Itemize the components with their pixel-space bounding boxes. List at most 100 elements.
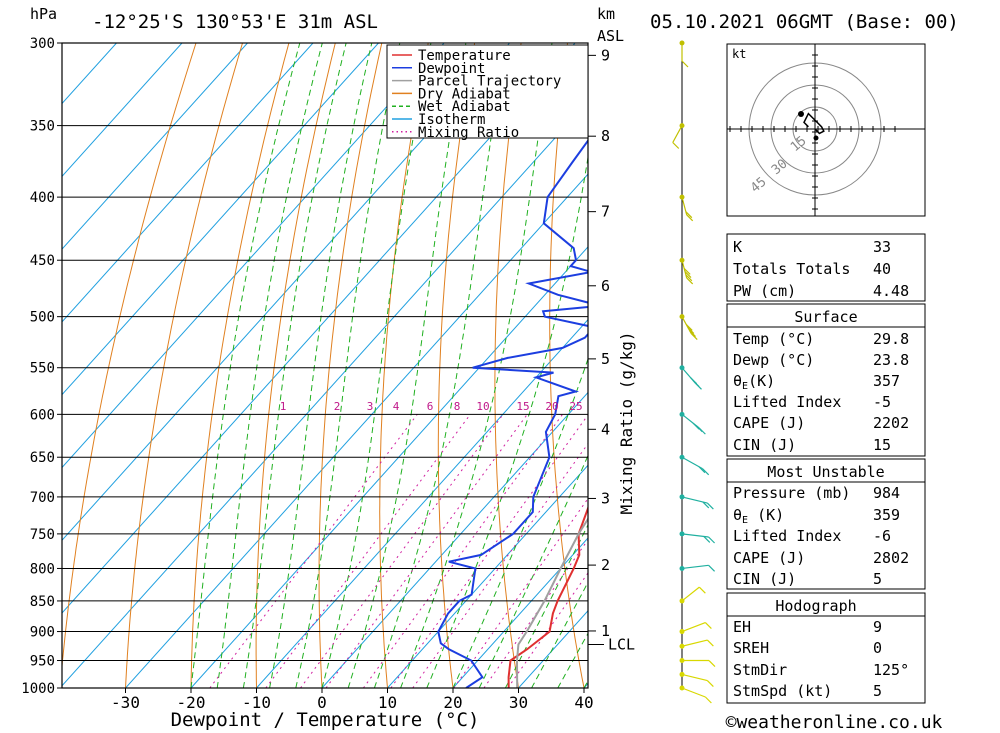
km-tick-label: 5: [601, 350, 610, 368]
dry-adiabat-line: [125, 43, 243, 688]
isotherm-line: [62, 100, 588, 687]
x-axis-label: Dewpoint / Temperature (°C): [171, 709, 480, 731]
legend-entry-label: Parcel Trajectory: [418, 74, 561, 90]
wet-adiabat-line: [504, 523, 588, 688]
mixing-ratio-line: [300, 414, 504, 688]
wind-barb-staff: [672, 125, 683, 143]
asl-unit-label: ASL: [597, 27, 624, 45]
skewt-axes: 3003504004505005506006507007508008509009…: [21, 36, 635, 712]
mixing-ratio-label: 15: [516, 400, 529, 413]
pressure-tick-label: 950: [30, 654, 55, 670]
wind-barb-flag: [672, 142, 680, 149]
mixing-ratio-line: [390, 414, 588, 688]
isotherm-line: [62, 43, 445, 469]
pressure-tick-label: 550: [30, 361, 55, 377]
wind-barb-flag: [698, 586, 706, 594]
wind-barb-flag: [681, 60, 689, 68]
pressure-tick-label: 850: [30, 594, 55, 610]
wind-barb-flag: [708, 660, 716, 667]
wind-barb-flag: [698, 466, 706, 474]
pressure-tick-label: 600: [30, 407, 55, 423]
temperature-tick-label: 10: [378, 693, 397, 712]
mu-thetae-value: 359: [873, 506, 900, 524]
hodograph-marker: [813, 135, 819, 141]
wind-barb-flag: [704, 696, 712, 704]
dry-adiabat-line: [654, 43, 715, 688]
wind-barb-column: [672, 40, 716, 704]
mixing-ratio-line: [265, 414, 471, 688]
wind-barb-dot: [679, 123, 685, 129]
surface-cin-label: CIN (J): [733, 436, 796, 454]
mixing-ratio-line: [483, 538, 588, 688]
surface-table: Surface Temp (°C) 29.8 Dewp (°C) 23.8 θE…: [726, 303, 926, 457]
wind-barb-staff: [681, 564, 709, 570]
mixing-ratio-label: 6: [427, 400, 434, 413]
most-unstable-table: Most Unstable Pressure (mb) 984 θE (K) 3…: [726, 458, 926, 590]
stmdir-value: 125°: [873, 661, 909, 679]
km-tick-label: 4: [601, 420, 610, 438]
mu-li-label: Lifted Index: [733, 527, 841, 545]
mixing-ratio-label: 8: [454, 400, 461, 413]
mixing-ratio-line: [412, 442, 588, 688]
stmspd-value: 5: [873, 682, 882, 700]
dry-adiabat-line: [62, 43, 197, 672]
temperature-tick-label: -30: [111, 693, 140, 712]
mixing-ratio-line: [325, 414, 528, 688]
mu-li-value: -6: [873, 527, 891, 545]
pw-label: PW (cm): [733, 282, 796, 300]
mu-pressure-label: Pressure (mb): [733, 484, 850, 502]
dry-adiabat-line: [549, 43, 585, 688]
temperature-tick-label: 40: [574, 693, 593, 712]
legend-entry-label: Mixing Ratio: [418, 125, 519, 141]
surface-dewp-label: Dewp (°C): [733, 351, 814, 369]
legend-entry-label: Dewpoint: [418, 61, 485, 77]
wind-barb-flag: [685, 211, 693, 219]
isotherm-line: [387, 464, 588, 688]
legend-entry-label: Dry Adiabat: [418, 86, 511, 102]
pressure-tick-label: 350: [30, 119, 55, 135]
km-tick-label: 6: [601, 277, 610, 295]
wind-barb-flag: [703, 536, 711, 543]
hodograph-unit-label: kt: [732, 47, 746, 61]
wind-barb-flag: [708, 536, 716, 544]
dry-adiabat-line: [985, 43, 1000, 688]
stmspd-label: StmSpd (kt): [733, 682, 832, 700]
wind-barb-flag: [686, 277, 694, 285]
eh-label: EH: [733, 618, 751, 636]
lcl-label: LCL: [608, 635, 635, 653]
isotherm-line: [62, 43, 248, 250]
mixing-ratio-label: 20: [545, 400, 558, 413]
wet-adiabat-line: [426, 154, 588, 688]
forecast-datetime: 05.10.2021 06GMT (Base: 00): [650, 11, 959, 33]
wind-barb-staff: [681, 586, 700, 602]
wind-barb-staff: [681, 621, 706, 633]
hpa-unit-label: hPa: [30, 5, 57, 23]
hodograph-marker: [798, 111, 804, 117]
wind-barb-flag: [704, 622, 712, 629]
wind-barb-flag: [690, 377, 698, 385]
pressure-tick-label: 300: [30, 36, 55, 52]
wind-barb-flag: [687, 327, 695, 334]
pressure-tick-label: 700: [30, 490, 55, 506]
wet-adiabat-line: [295, 43, 401, 688]
wind-barb-flag: [706, 680, 714, 688]
mu-cape-label: CAPE (J): [733, 549, 805, 567]
mu-cin-value: 5: [873, 570, 882, 588]
hodograph-table: Hodograph EH 9 SREH 0 StmDir 125° StmSpd…: [726, 592, 926, 704]
isotherm-line: [125, 173, 588, 688]
wind-barb-flag: [689, 330, 696, 337]
mixing-ratio-line: [507, 572, 588, 688]
wind-barb-flag: [706, 502, 714, 510]
mu-cape-value: 2802: [873, 549, 909, 567]
pw-value: 4.48: [873, 282, 909, 300]
mixing-ratio-axis-label: Mixing Ratio (g/kg): [617, 331, 636, 514]
surface-title: Surface: [794, 308, 857, 326]
sreh-label: SREH: [733, 639, 769, 657]
temperature-tick-label: -10: [242, 693, 271, 712]
sreh-value: 0: [873, 639, 882, 657]
surface-temp-value: 29.8: [873, 330, 909, 348]
skewt-plot-area: [62, 43, 1000, 688]
pressure-tick-label: 400: [30, 190, 55, 206]
copyright-footer: ©weatheronline.co.uk: [726, 712, 943, 733]
